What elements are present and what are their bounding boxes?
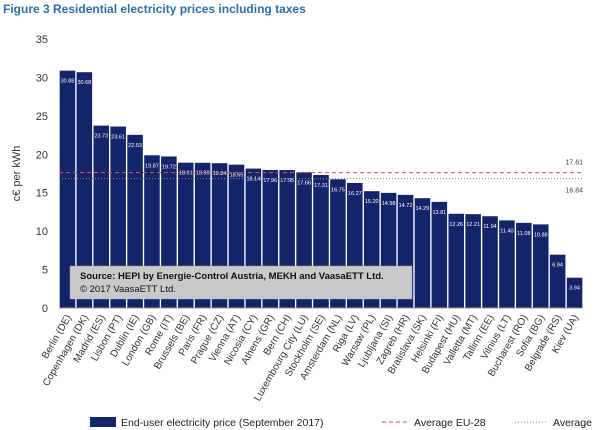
bar-value-label: 16.27 xyxy=(348,191,362,197)
bar-value-label: 11.40 xyxy=(500,228,513,234)
bar xyxy=(482,216,498,308)
legend-label-eu-average: Average EU-28 xyxy=(414,417,486,429)
source-line: Source: HEPI by Energie-Control Austria,… xyxy=(80,271,384,282)
bar-value-label: 30.88 xyxy=(61,79,75,85)
y-tick-label: 15 xyxy=(36,188,48,200)
bar-value-label: 17.31 xyxy=(314,183,328,189)
bar-value-label: 14.72 xyxy=(399,203,413,209)
bar-value-label: 17.95 xyxy=(280,178,294,184)
y-tick-label: 30 xyxy=(36,72,48,84)
y-tick-label: 0 xyxy=(42,303,48,315)
bar-value-label: 18.90 xyxy=(196,171,210,177)
legend-label-bar: End-user electricity price (September 20… xyxy=(121,417,324,429)
bar xyxy=(59,70,76,308)
bar-value-label: 12.21 xyxy=(466,222,480,228)
bar xyxy=(448,213,465,308)
bar xyxy=(532,224,549,308)
y-axis-title: c€ per kWh xyxy=(11,146,23,202)
bar xyxy=(93,125,110,308)
bar-value-label: 17.66 xyxy=(297,180,311,186)
reference-lines: 17.61 16.84 xyxy=(59,160,583,195)
bar xyxy=(431,201,448,308)
figure-title: Figure 3 Residential electricity prices … xyxy=(3,2,306,16)
legend-swatch-bar xyxy=(90,417,116,427)
bar xyxy=(465,214,481,308)
reference-line-label: 17.61 xyxy=(565,160,583,167)
x-axis-labels: Berlin (DE)Copenhagen (DK)Madrid (ES)Lis… xyxy=(40,313,581,403)
bar-value-label: 30.68 xyxy=(77,80,91,86)
bar-value-label: 17.96 xyxy=(263,178,277,184)
source-box: Source: HEPI by Energie-Control Austria,… xyxy=(69,265,413,300)
bar xyxy=(549,254,566,308)
copyright-line: © 2017 VaasaETT Ltd. xyxy=(80,284,176,295)
y-tick-label: 10 xyxy=(36,226,48,238)
bar-value-label: 14.29 xyxy=(416,206,430,212)
bar xyxy=(499,220,515,308)
legend-label-average: Average xyxy=(553,417,592,429)
bar-value-label: 11.94 xyxy=(483,224,496,230)
bar-value-label: 18.14 xyxy=(247,177,261,183)
legend: End-user electricity price (September 20… xyxy=(90,417,592,429)
y-tick-label: 5 xyxy=(42,265,48,277)
bar-value-label: 3.94 xyxy=(569,286,580,292)
bar-value-label: 13.81 xyxy=(432,210,446,216)
bar-value-label: 23.61 xyxy=(111,135,125,141)
y-axis: 0 5 10 15 20 25 30 35 xyxy=(36,34,48,315)
bar-value-label: 16.75 xyxy=(331,187,345,193)
bar xyxy=(110,126,126,308)
bar-value-label: 19.87 xyxy=(145,163,159,169)
bar-value-label: 12.26 xyxy=(449,222,463,228)
bar-value-label: 14.98 xyxy=(382,201,396,207)
y-tick-label: 25 xyxy=(36,111,48,123)
bar-value-label: 18.65 xyxy=(230,173,244,179)
bar-value-label: 6.94 xyxy=(552,263,563,269)
bar xyxy=(566,277,583,308)
bar-value-label: 18.84 xyxy=(213,171,227,177)
bar-value-label: 18.91 xyxy=(179,171,193,177)
bar-value-label: 19.72 xyxy=(162,164,176,170)
y-tick-label: 20 xyxy=(36,149,48,161)
bar-value-label: 15.20 xyxy=(365,199,379,205)
bar xyxy=(516,222,532,308)
reference-line-label: 16.84 xyxy=(565,188,583,195)
bar-value-label: 23.73 xyxy=(94,134,108,140)
bar-value-label: 22.53 xyxy=(128,143,142,149)
bar-value-label: 10.88 xyxy=(534,232,548,238)
bar xyxy=(76,72,93,308)
source-box-background xyxy=(69,265,413,300)
bar xyxy=(414,198,431,308)
bar-value-label: 11.08 xyxy=(517,231,530,237)
y-tick-label: 35 xyxy=(36,34,48,46)
